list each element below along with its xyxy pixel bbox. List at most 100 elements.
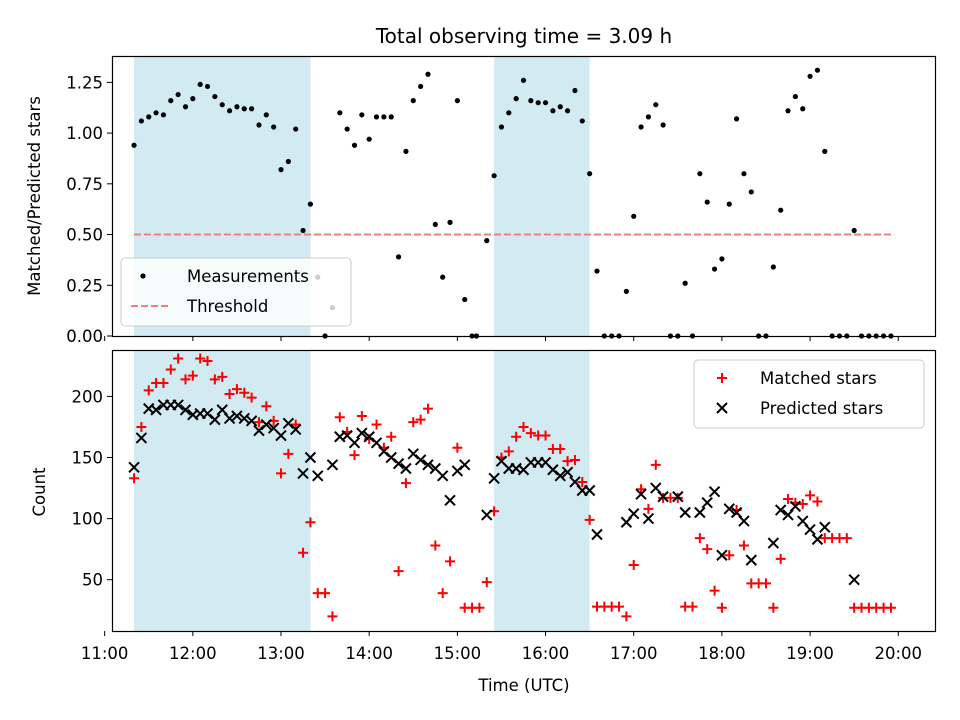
- top-chart: 0.00 0.25 0.50 0.75 1.00 1.25 Total observing…: [25, 24, 937, 346]
- matched-stars-point-70: [643, 503, 654, 514]
- measurements-point-77: [697, 171, 703, 177]
- predicted-stars-point-62: [628, 508, 640, 520]
- matched-stars-point-8: [187, 370, 198, 381]
- p2-xtick-label-3: 14:00: [345, 644, 393, 663]
- measurements-point-79: [711, 266, 718, 272]
- bottom-data-marks: [128, 353, 896, 622]
- matched-stars-point-0: [129, 473, 140, 484]
- predicted-stars-point-55: [554, 470, 566, 482]
- measurements-point-94: [822, 148, 828, 154]
- measurements-point-90: [792, 93, 798, 100]
- measurements-point-13: [226, 108, 233, 114]
- measurements-point-91: [800, 106, 806, 112]
- matched-stars-point-56: [540, 430, 551, 441]
- predicted-stars-point-60: [591, 528, 603, 541]
- matched-stars-point-68: [628, 560, 639, 571]
- matched-stars-point-81: [724, 550, 735, 561]
- p2-shade-0: [134, 350, 311, 631]
- measurements-point-62: [587, 171, 593, 177]
- series-predicted-stars: [128, 399, 860, 586]
- predicted-stars-point-25: [312, 470, 324, 482]
- predicted-stars-point-83: [811, 533, 824, 546]
- matched-stars-point-53: [518, 421, 529, 432]
- measurements-point-31: [359, 112, 365, 118]
- bottom-chart: 50 100 150 200 11:00 12:00 13:00 14:00 15:00 16:0…: [30, 349, 937, 695]
- measurements-point-87: [770, 264, 776, 270]
- matched-stars-point-93: [812, 496, 823, 507]
- matched-stars-point-2: [143, 385, 154, 396]
- measurements-point-71: [653, 102, 659, 108]
- predicted-stars-point-36: [400, 462, 412, 475]
- measurements-point-14: [234, 104, 240, 110]
- measurements-point-49: [491, 173, 497, 179]
- matched-stars-point-58: [555, 443, 566, 454]
- measurements-point-41: [432, 221, 438, 228]
- matched-stars-point-66: [614, 601, 625, 612]
- measurements-point-11: [212, 93, 218, 100]
- matched-stars-point-40: [422, 403, 433, 414]
- predicted-stars-point-35: [392, 457, 405, 470]
- matched-stars-point-12: [217, 371, 228, 382]
- measurements-point-51: [506, 110, 512, 116]
- predicted-stars-point-14: [231, 410, 243, 422]
- matched-stars-point-52: [511, 431, 522, 442]
- matched-stars-point-21: [283, 448, 294, 459]
- p1-ytick-label-0: 0.00: [66, 327, 103, 346]
- predicted-stars-point-30: [356, 427, 368, 439]
- predicted-stars-point-24: [304, 451, 317, 464]
- measurements-point-35: [388, 114, 394, 120]
- predicted-stars-point-76: [745, 554, 758, 566]
- predicted-stars-point-72: [716, 549, 728, 561]
- measurements-point-15: [241, 106, 247, 112]
- matched-stars-point-59: [562, 456, 573, 467]
- predicted-stars-point-39: [422, 459, 434, 471]
- matched-stars-point-97: [841, 533, 852, 544]
- measurements-point-52: [513, 96, 519, 102]
- measurements-point-30: [351, 142, 358, 148]
- matched-stars-point-69: [636, 484, 647, 495]
- top-legend: Measurements Threshold: [120, 257, 352, 327]
- matched-stars-point-36: [393, 566, 404, 577]
- measurements-point-55: [535, 100, 541, 106]
- predicted-stars-point-13: [223, 412, 236, 425]
- measurements-point-17: [256, 122, 262, 128]
- predicted-stars-point-69: [694, 506, 706, 519]
- top-y-axis-label: Matched/Predicted stars: [25, 96, 44, 296]
- predicted-stars-point-23: [297, 467, 309, 480]
- p2-legend-box: [693, 359, 925, 429]
- matched-stars-point-38: [408, 417, 419, 428]
- matched-stars-point-60: [569, 454, 580, 465]
- predicted-stars-point-29: [348, 437, 361, 449]
- measurements-point-57: [550, 108, 556, 114]
- matched-stars-point-91: [797, 498, 808, 509]
- matched-stars-point-79: [709, 585, 720, 596]
- matched-stars-point-83: [738, 540, 749, 551]
- measurements-point-37: [403, 148, 409, 154]
- measurements-point-54: [528, 98, 534, 104]
- measurements-point-75: [682, 280, 688, 286]
- top-chart-title: Total observing time = 3.09 h: [375, 24, 672, 48]
- p2-xtick-label-7: 18:00: [698, 644, 746, 663]
- matched-stars-point-37: [400, 478, 411, 489]
- matched-stars-point-6: [173, 353, 184, 364]
- top-axis-ticks: 0.00 0.25 0.50 0.75 1.00 1.25: [66, 73, 899, 346]
- matched-stars-point-78: [702, 544, 713, 555]
- predicted-stars-point-68: [679, 506, 691, 519]
- measurements-point-48: [484, 238, 490, 244]
- matched-stars-point-76: [687, 601, 698, 612]
- bottom-legend: Matched stars Predicted stars: [693, 359, 925, 429]
- predicted-stars-point-20: [275, 429, 287, 442]
- predicted-stars-point-67: [672, 490, 684, 503]
- measurements-point-8: [190, 96, 196, 102]
- matched-stars-point-24: [305, 517, 316, 528]
- measurements-point-32: [366, 136, 372, 142]
- matched-stars-point-23: [298, 547, 309, 558]
- p2-xtick-label-1: 12:00: [169, 644, 217, 663]
- matched-stars-point-31: [356, 410, 367, 421]
- measurements-point-78: [704, 199, 710, 205]
- legend-predicted-stars-swatch: [716, 402, 728, 414]
- predicted-stars-point-41: [436, 470, 449, 482]
- matched-stars-point-77: [694, 533, 705, 544]
- p1-shade-1: [494, 56, 590, 336]
- series-matched-stars: [129, 353, 896, 622]
